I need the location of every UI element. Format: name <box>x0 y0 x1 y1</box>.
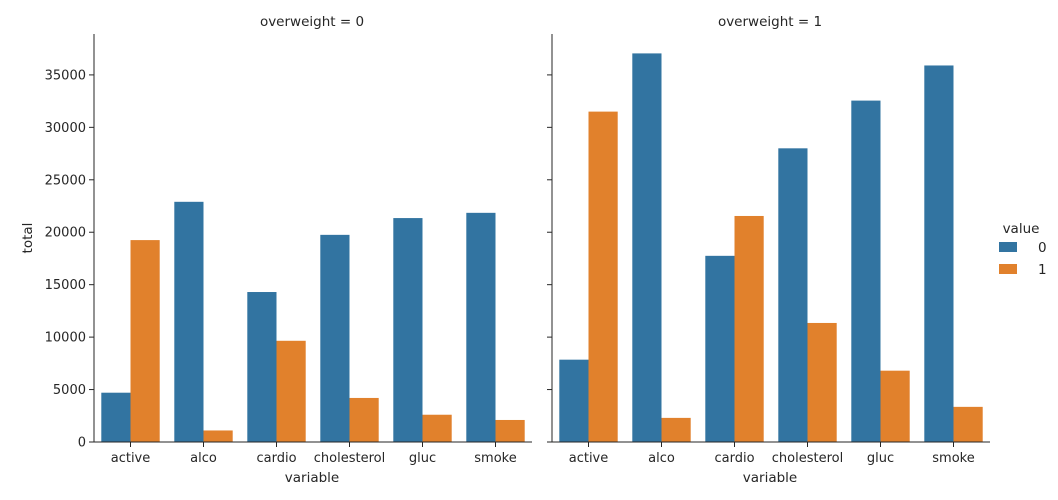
bar-cholesterol-value-1 <box>807 322 837 442</box>
legend-title: value <box>1003 221 1040 237</box>
x-tick-label: alco <box>190 451 217 466</box>
x-tick-label: alco <box>648 451 675 466</box>
bar-smoke-value-0 <box>466 212 496 442</box>
bar-active-value-1 <box>588 111 618 443</box>
x-tick-label: smoke <box>474 451 516 466</box>
panel-title: overweight = 0 <box>260 14 364 30</box>
x-tick-labels: active alco cardio cholesterol gluc smoke <box>111 442 517 466</box>
bar-gluc-value-1 <box>422 414 452 442</box>
y-tick-label: 20000 <box>45 226 86 241</box>
bar-gluc-value-0 <box>393 218 423 442</box>
bar-gluc-value-0 <box>851 100 881 442</box>
legend: value 0 1 <box>999 221 1047 278</box>
y-tick-label: 30000 <box>45 121 86 136</box>
bar-alco-value-1 <box>203 430 233 442</box>
legend-label-1: 1 <box>1038 262 1047 278</box>
x-tick-label: gluc <box>867 451 894 466</box>
bars-group <box>101 201 525 442</box>
x-axis-label: variable <box>285 470 339 486</box>
x-tick-label: cardio <box>256 451 296 466</box>
bar-cholesterol-value-1 <box>349 397 379 442</box>
x-tick-label: gluc <box>409 451 436 466</box>
x-tick-label: cholesterol <box>772 451 843 466</box>
bar-active-value-1 <box>130 240 160 442</box>
bar-cardio-value-0 <box>247 292 277 442</box>
bar-smoke-value-0 <box>924 65 954 442</box>
x-tick-label: active <box>111 451 151 466</box>
y-axis-label: total <box>20 223 36 254</box>
x-axis-label: variable <box>743 470 797 486</box>
bar-cardio-value-1 <box>734 215 764 442</box>
bar-smoke-value-1 <box>953 406 983 442</box>
bar-cholesterol-value-0 <box>778 148 808 442</box>
panel-overweight-1: overweight = 1 active alco cardio cholester… <box>547 14 990 486</box>
bar-cardio-value-1 <box>276 340 306 442</box>
bar-gluc-value-1 <box>880 370 910 442</box>
legend-label-0: 0 <box>1038 240 1047 256</box>
y-tick-label: 15000 <box>45 278 86 293</box>
y-tick-label: 25000 <box>45 173 86 188</box>
bars-group <box>559 53 983 443</box>
bar-cardio-value-0 <box>705 255 735 442</box>
y-tick-labels: 0 5000 10000 15000 20000 25000 30000 35000 <box>45 68 94 451</box>
x-tick-label: cholesterol <box>314 451 385 466</box>
legend-swatch-0 <box>999 242 1017 252</box>
bar-alco-value-0 <box>632 53 662 443</box>
bar-active-value-0 <box>559 359 589 442</box>
bar-cholesterol-value-0 <box>320 234 350 442</box>
y-tick-label: 10000 <box>45 331 86 346</box>
bar-active-value-0 <box>101 392 131 442</box>
y-tick-label: 35000 <box>45 68 86 83</box>
panel-overweight-0: overweight = 0 active alco cardio cholester… <box>20 14 532 486</box>
x-tick-label: active <box>569 451 609 466</box>
x-tick-labels: active alco cardio cholesterol gluc smoke <box>569 442 975 466</box>
x-tick-label: cardio <box>714 451 754 466</box>
y-tick-label: 5000 <box>53 383 86 398</box>
x-tick-label: smoke <box>932 451 974 466</box>
bar-alco-value-1 <box>661 417 691 442</box>
y-tick-labels <box>547 74 552 443</box>
bar-alco-value-0 <box>174 201 204 442</box>
legend-swatch-1 <box>999 264 1017 274</box>
panel-title: overweight = 1 <box>718 14 822 30</box>
bar-smoke-value-1 <box>495 419 525 442</box>
y-tick-label: 0 <box>78 436 86 451</box>
